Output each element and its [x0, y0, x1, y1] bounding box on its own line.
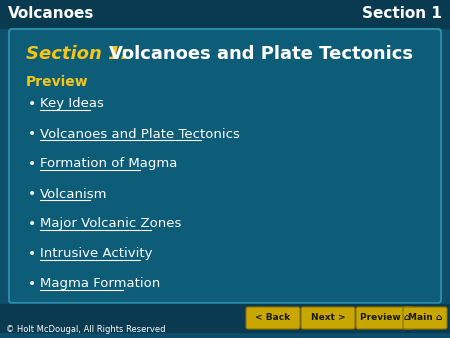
- Text: •: •: [28, 277, 36, 291]
- FancyBboxPatch shape: [301, 307, 355, 329]
- Bar: [0, 304, 450, 332]
- Text: Volcanism: Volcanism: [40, 188, 108, 200]
- Text: Section 1:: Section 1:: [26, 45, 134, 63]
- Text: Intrusive Activity: Intrusive Activity: [40, 247, 153, 261]
- Text: Next >: Next >: [310, 314, 345, 322]
- Text: •: •: [28, 217, 36, 231]
- Text: Preview: Preview: [26, 75, 89, 89]
- Bar: [0, 0, 450, 28]
- Text: Formation of Magma: Formation of Magma: [40, 158, 177, 170]
- Text: Key Ideas: Key Ideas: [40, 97, 104, 111]
- Text: Volcanoes and Plate Tectonics: Volcanoes and Plate Tectonics: [109, 45, 413, 63]
- Text: Major Volcanic Zones: Major Volcanic Zones: [40, 217, 181, 231]
- Text: •: •: [28, 187, 36, 201]
- FancyBboxPatch shape: [246, 307, 300, 329]
- FancyBboxPatch shape: [9, 29, 441, 303]
- Text: Section 1: Section 1: [362, 6, 442, 22]
- Text: © Holt McDougal, All Rights Reserved: © Holt McDougal, All Rights Reserved: [6, 325, 166, 335]
- FancyBboxPatch shape: [403, 307, 447, 329]
- Text: •: •: [28, 97, 36, 111]
- Text: Preview ⌂: Preview ⌂: [360, 314, 410, 322]
- Text: Volcanoes: Volcanoes: [8, 6, 94, 22]
- Text: •: •: [28, 157, 36, 171]
- FancyBboxPatch shape: [356, 307, 414, 329]
- Text: Main ⌂: Main ⌂: [408, 314, 442, 322]
- Text: < Back: < Back: [256, 314, 291, 322]
- Text: •: •: [28, 127, 36, 141]
- Text: Magma Formation: Magma Formation: [40, 277, 160, 290]
- Text: •: •: [28, 247, 36, 261]
- Text: Volcanoes and Plate Tectonics: Volcanoes and Plate Tectonics: [40, 127, 240, 141]
